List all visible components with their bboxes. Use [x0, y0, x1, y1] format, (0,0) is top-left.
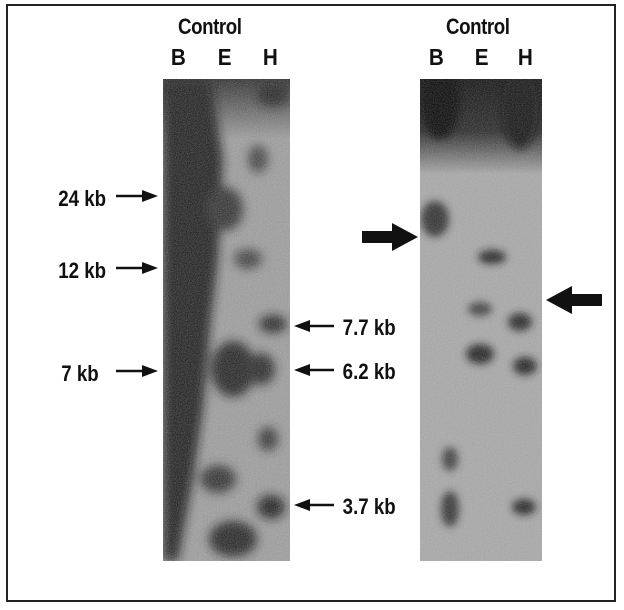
right-band-arrow-left-icon	[362, 223, 418, 251]
right-band-arrow-right-icon	[546, 286, 602, 314]
left-blot-image	[163, 79, 290, 561]
right-lane-h-label: H	[517, 44, 533, 70]
marker-7kb-label: 7 kb	[61, 361, 99, 386]
marker-3-7kb-arrow-icon	[294, 499, 334, 511]
marker-6-2kb-label: 6.2 kb	[342, 359, 396, 384]
right-lane-e-label: E	[474, 44, 489, 70]
marker-7-7kb-arrow-icon	[294, 320, 334, 332]
right-lane-b-label: B	[428, 44, 444, 70]
marker-24kb-label: 24 kb	[58, 186, 107, 211]
marker-24kb-arrow-icon	[116, 190, 158, 202]
marker-12kb-arrow-icon	[116, 262, 158, 274]
left-lane-b-label: B	[170, 44, 186, 70]
marker-6-2kb-arrow-icon	[294, 364, 334, 376]
left-lane-h-label: H	[262, 44, 278, 70]
marker-7kb-arrow-icon	[116, 365, 158, 377]
marker-12kb-label: 12 kb	[58, 258, 107, 283]
left-blot-svg	[163, 79, 290, 561]
right-panel-title: Control	[446, 14, 510, 39]
right-blot-svg	[420, 79, 542, 561]
left-panel-title: Control	[178, 14, 242, 39]
marker-3-7kb-label: 3.7 kb	[342, 494, 396, 519]
left-lane-e-label: E	[217, 44, 232, 70]
marker-7-7kb-label: 7.7 kb	[342, 315, 396, 340]
right-blot-image	[420, 79, 542, 561]
